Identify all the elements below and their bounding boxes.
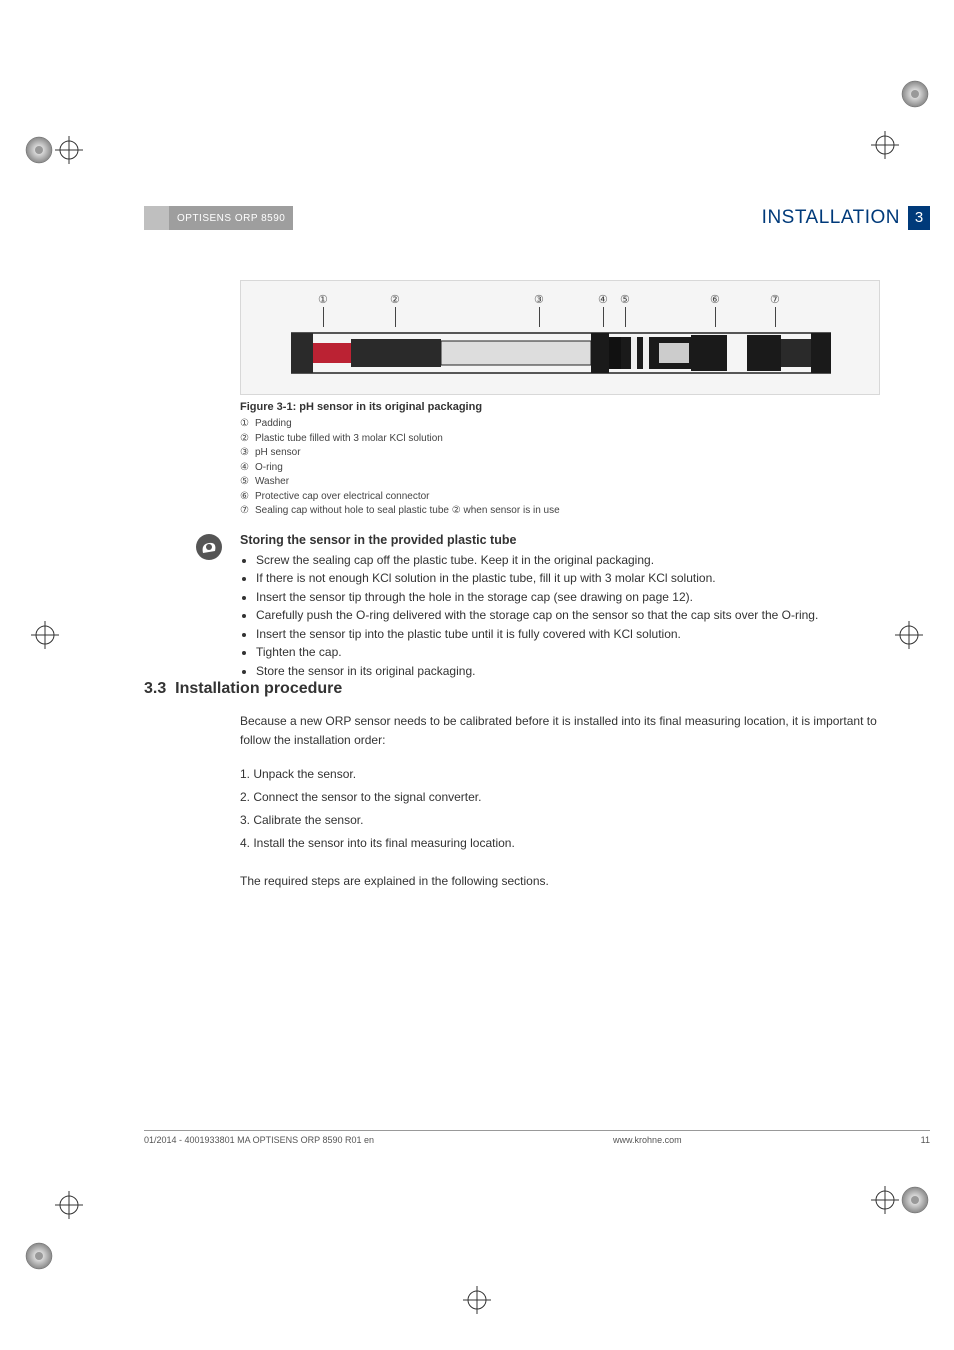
bullet-item: If there is not enough KCl solution in t… [256, 569, 880, 588]
print-mark-ml [30, 620, 60, 650]
callout-number: ① [318, 293, 328, 306]
sensor-diagram [291, 329, 829, 377]
footer-page-number: 11 [921, 1135, 930, 1145]
section-number: 3.3 [144, 680, 166, 697]
legend-row: ③ pH sensor [240, 446, 880, 461]
legend-number: ⑥ [240, 490, 249, 505]
callout-line [395, 307, 396, 327]
callout-line [603, 307, 604, 327]
legend-text: O-ring [255, 461, 283, 476]
bullet-item: Insert the sensor tip through the hole i… [256, 588, 880, 607]
procedure-step: 4. Install the sensor into its final mea… [240, 832, 880, 855]
callout-number: ⑦ [770, 293, 780, 306]
procedure-steps: 1. Unpack the sensor.2. Connect the sens… [240, 763, 880, 854]
legend-text: Protective cap over electrical connector [255, 490, 430, 505]
bullet-item: Tighten the cap. [256, 643, 880, 662]
legend-row: ⑦ Sealing cap without hole to seal plasti… [240, 504, 880, 519]
callout-number: ② [390, 293, 400, 306]
print-mark-br [869, 1175, 929, 1225]
legend-text: pH sensor [255, 446, 301, 461]
legend-number: ⑤ [240, 475, 249, 490]
print-mark-tl [25, 125, 85, 175]
section-intro: Because a new ORP sensor needs to be cal… [240, 712, 880, 749]
callout-number: ④ [598, 293, 608, 306]
legend-number: ⑦ [240, 504, 249, 519]
info-icon [195, 533, 223, 561]
footer-center: www.krohne.com [613, 1135, 682, 1145]
print-mark-mr [894, 620, 924, 650]
legend-row: ④ O-ring [240, 461, 880, 476]
legend-number: ① [240, 417, 249, 432]
figure-legend: ① Padding ② Plastic tube filled with 3 mola… [240, 417, 880, 519]
callout-number: ⑥ [710, 293, 720, 306]
procedure-step: 3. Calibrate the sensor. [240, 809, 880, 832]
bullet-item: Screw the sealing cap off the plastic tu… [256, 551, 880, 570]
procedure-step: 1. Unpack the sensor. [240, 763, 880, 786]
legend-row: ① Padding [240, 417, 880, 432]
footer-left: 01/2014 - 4001933801 MA OPTISENS ORP 859… [144, 1135, 374, 1145]
procedure-step: 2. Connect the sensor to the signal conv… [240, 786, 880, 809]
callout-number: ⑤ [620, 293, 630, 306]
legend-text: Plastic tube filled with 3 molar KCl sol… [255, 432, 443, 447]
figure-caption: Figure 3-1: pH sensor in its original pa… [240, 401, 880, 413]
chapter-number: 3 [908, 206, 930, 230]
bullet-item: Store the sensor in its original packagi… [256, 662, 880, 681]
section-outro: The required steps are explained in the … [240, 872, 880, 891]
callout-line [323, 307, 324, 327]
legend-number: ② [240, 432, 249, 447]
page-footer: 01/2014 - 4001933801 MA OPTISENS ORP 859… [144, 1130, 930, 1145]
chapter-title: INSTALLATION [762, 206, 908, 230]
section-title: Installation procedure [175, 680, 342, 697]
legend-number: ③ [240, 446, 249, 461]
print-mark-tr [869, 80, 929, 170]
legend-row: ⑤ Washer [240, 475, 880, 490]
bullet-item: Insert the sensor tip into the plastic t… [256, 625, 880, 644]
section-heading: 3.3 Installation procedure [144, 680, 342, 698]
callout-line [715, 307, 716, 327]
header-accent [144, 206, 169, 230]
print-mark-bc [462, 1285, 492, 1315]
legend-text: Sealing cap without hole to seal plastic… [255, 504, 560, 519]
storing-title: Storing the sensor in the provided plast… [240, 533, 880, 547]
legend-text: Padding [255, 417, 292, 432]
bullet-item: Carefully push the O-ring delivered with… [256, 606, 880, 625]
figure-box: ① ② ③ ④⑤ ⑥ ⑦ [240, 280, 880, 395]
callout-number: ③ [534, 293, 544, 306]
legend-text: Washer [255, 475, 289, 490]
legend-row: ⑥ Protective cap over electrical connecto… [240, 490, 880, 505]
callout-line [539, 307, 540, 327]
callout-line [775, 307, 776, 327]
legend-row: ② Plastic tube filled with 3 molar KCl so… [240, 432, 880, 447]
page-header: OPTISENS ORP 8590 INSTALLATION 3 [144, 206, 930, 230]
print-mark-bl [25, 1180, 85, 1270]
product-name: OPTISENS ORP 8590 [169, 206, 293, 230]
legend-number: ④ [240, 461, 249, 476]
storing-bullets: Screw the sealing cap off the plastic tu… [240, 551, 880, 681]
callout-line [625, 307, 626, 327]
